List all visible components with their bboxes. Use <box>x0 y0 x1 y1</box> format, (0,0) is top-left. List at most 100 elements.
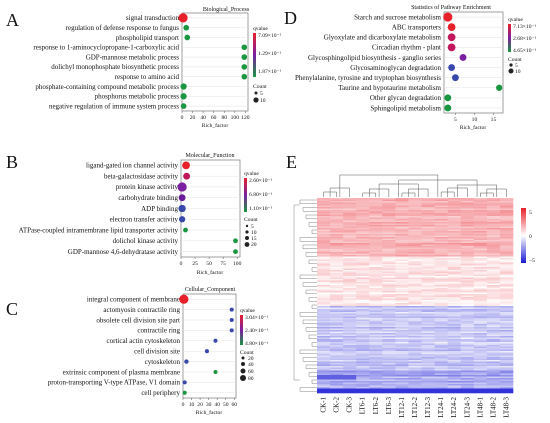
heatmap-cell <box>369 351 383 353</box>
heatmap-column-label: CK-3 <box>346 397 354 413</box>
panel-c-category-labels: integral component of membraneactomyosin… <box>48 296 181 398</box>
heatmap-cell <box>408 246 422 248</box>
heatmap-cell <box>356 340 370 343</box>
heatmap-cell <box>486 286 501 289</box>
heatmap-cell <box>421 322 435 325</box>
heatmap-cell <box>460 292 475 295</box>
heatmap-cell <box>369 255 383 257</box>
heatmap-cell <box>343 304 357 307</box>
heatmap-cell <box>395 229 409 232</box>
heatmap-cell <box>356 342 370 344</box>
heatmap-cell <box>421 321 435 323</box>
heatmap-cell <box>343 318 357 320</box>
heatmap-cell <box>395 241 409 244</box>
heatmap-cell <box>486 387 501 389</box>
heatmap-cell <box>460 325 475 328</box>
heatmap-cell <box>434 297 448 299</box>
heatmap-cell <box>330 211 344 214</box>
panel-label-e: E <box>286 152 297 172</box>
heatmap-cell <box>356 382 370 385</box>
heatmap-cell <box>447 198 462 200</box>
heatmap-cell <box>486 244 501 247</box>
heatmap-cell <box>434 346 448 349</box>
heatmap-cell <box>369 228 383 230</box>
heatmap-cell <box>395 283 409 286</box>
heatmap-cell <box>421 201 435 203</box>
heatmap-cell <box>356 250 370 253</box>
heatmap-cell <box>447 234 462 236</box>
heatmap-cell <box>382 316 396 319</box>
heatmap-cell <box>356 328 370 331</box>
heatmap-cell <box>317 349 331 352</box>
heatmap-cell <box>460 310 475 313</box>
heatmap-cell <box>473 372 488 374</box>
heatmap-cell <box>317 262 331 265</box>
heatmap-cell <box>447 276 462 278</box>
heatmap-cell <box>447 205 462 208</box>
heatmap-cell <box>369 330 383 332</box>
heatmap-cell <box>395 372 409 374</box>
row-dendrogram-branch <box>299 349 317 354</box>
heatmap-cell <box>421 340 435 343</box>
b-category-label: ligand-gated ion channel activity <box>86 162 178 170</box>
heatmap-cell <box>343 198 357 200</box>
heatmap-cell <box>330 262 344 265</box>
heatmap-cell <box>434 241 448 244</box>
heatmap-cell <box>343 229 357 232</box>
heatmap-cell <box>369 288 383 290</box>
heatmap-cell <box>447 199 462 202</box>
heatmap-cell <box>369 238 383 241</box>
heatmap-cell <box>499 211 514 214</box>
heatmap-cell <box>447 265 462 268</box>
heatmap-cell <box>343 259 357 262</box>
heatmap-cell <box>395 373 409 376</box>
heatmap-cell <box>317 207 331 209</box>
heatmap-cell <box>395 348 409 350</box>
heatmap-cell <box>460 244 475 247</box>
heatmap-cell <box>421 207 435 209</box>
heatmap-column-label: LT6-3 <box>385 397 393 415</box>
heatmap-cell <box>395 303 409 305</box>
heatmap-cell <box>447 217 462 220</box>
heatmap-cell <box>382 352 396 355</box>
heatmap-cell <box>369 268 383 271</box>
heatmap-cell <box>369 381 383 383</box>
d-tick-label: 10 <box>472 117 478 123</box>
heatmap-cell <box>382 286 396 289</box>
heatmap-cell <box>343 291 357 293</box>
heatmap-cell <box>421 267 435 269</box>
heatmap-cell <box>434 376 448 379</box>
heatmap-cell <box>369 315 383 317</box>
heatmap-cell <box>356 357 370 359</box>
heatmap-cell <box>369 294 383 296</box>
heatmap-column-dendrogram <box>323 174 507 197</box>
heatmap-cell <box>382 382 396 385</box>
heatmap-cell <box>447 373 462 376</box>
heatmap-cell <box>421 268 435 271</box>
heatmap-cell <box>382 357 396 359</box>
heatmap-cell <box>395 382 409 385</box>
heatmap-cell <box>434 235 448 238</box>
heatmap-cell <box>395 261 409 263</box>
heatmap-cell <box>382 235 396 238</box>
heatmap-cell <box>369 247 383 250</box>
heatmap-cell <box>486 259 501 262</box>
heatmap-cell <box>473 360 488 362</box>
row-dendrogram-branch <box>311 304 317 309</box>
heatmap-cell <box>447 262 462 265</box>
heatmap-cell <box>382 238 396 241</box>
heatmap-cell <box>499 307 514 310</box>
heatmap-cell <box>369 202 383 205</box>
heatmap-cell <box>330 270 344 272</box>
heatmap-cell <box>460 336 475 338</box>
heatmap-cell <box>382 274 396 277</box>
heatmap-cell <box>343 256 357 259</box>
heatmap-cell <box>382 259 396 262</box>
heatmap-cell <box>369 198 383 200</box>
heatmap-cell <box>460 253 475 256</box>
heatmap-cell <box>343 262 357 265</box>
heatmap-cell <box>421 313 435 316</box>
heatmap-cell <box>473 247 488 250</box>
a-category-label: phospholipid transport <box>116 34 179 42</box>
heatmap-cell <box>382 364 396 367</box>
